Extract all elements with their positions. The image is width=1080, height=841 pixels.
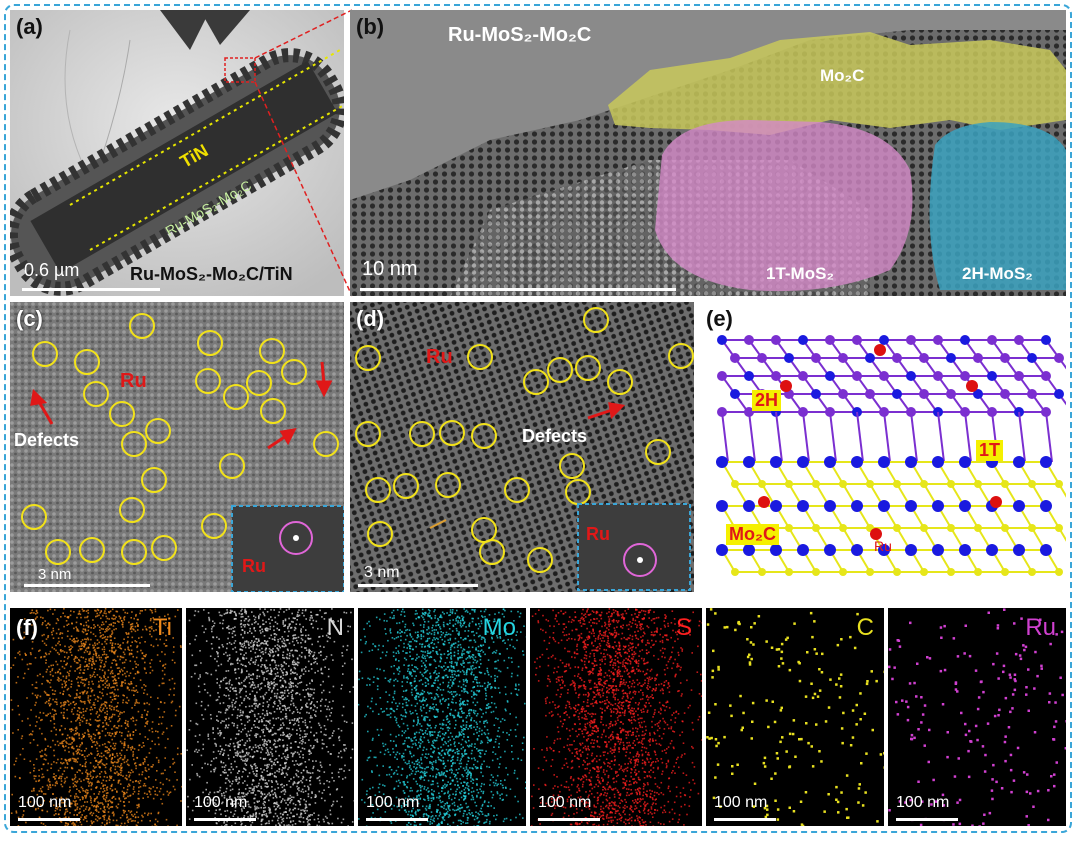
tag-ru: Ru (874, 538, 892, 554)
eds-scale-bar (194, 818, 256, 821)
eds-scale-bar (538, 818, 600, 821)
eds-scale-label: 100 nm (366, 794, 420, 811)
eds-scale-label: 100 nm (194, 794, 248, 811)
eds-map-image (186, 608, 354, 826)
orange-arrow (429, 519, 447, 529)
zoom-region-box (224, 57, 256, 83)
eds-element-label: Ti (152, 614, 172, 641)
eds-map-ru: Ru 100 nm (888, 608, 1066, 826)
panel-b-label: (b) (356, 14, 385, 39)
panel-b-scale-label: 10 nm (362, 258, 418, 280)
eds-scale-label: 100 nm (538, 794, 592, 811)
ru-atom-circles (21, 313, 339, 565)
panel-d-image (350, 302, 694, 592)
panel-a-tem: (a) TiN Ru-MoS₂-Mo₂C 0.6 µm Ru-MoS₂-Mo₂C… (10, 10, 344, 296)
panel-d-inset (577, 503, 691, 591)
panel-d-label: (d) (356, 306, 385, 331)
panel-c-defects-label: Defects (14, 430, 80, 450)
panel-a-scale-label: 0.6 µm (24, 260, 80, 280)
panel-e-label: (e) (706, 306, 733, 331)
eds-element-label: N (326, 614, 344, 641)
panel-c-scale-bar (24, 584, 150, 587)
panel-b-scale-bar (360, 288, 676, 291)
panel-e-lattice (716, 335, 1066, 576)
panel-d-scale-label: 3 nm (364, 564, 400, 581)
eds-map-mo: Mo 100 nm (358, 608, 526, 826)
eds-map-c: C 100 nm (706, 608, 884, 826)
panel-a-label: (a) (16, 14, 43, 39)
panel-f-label: (f) (16, 615, 38, 640)
eds-map-n: N 100 nm (186, 608, 354, 826)
panel-d-haadf: (d) Ru Defects Ru 3 nm (350, 302, 694, 592)
panel-c-ru-label: Ru (120, 370, 147, 392)
eds-map-image (706, 608, 884, 826)
eds-element-label: C (856, 614, 874, 641)
panel-c-haadf: (c) Ru Defects Ru 3 nm (10, 302, 344, 592)
panel-e-model: (e) 2H 1T Mo₂C Ru (700, 302, 1066, 592)
inset-ru-circle (279, 521, 313, 555)
eds-element-label: Ru (1025, 614, 1056, 641)
eds-scale-bar (366, 818, 428, 821)
eds-scale-bar (18, 818, 80, 821)
panel-b-hrtem: (b) Ru-MoS₂-Mo₂C Mo₂C 1T-MoS₂ 2H-MoS₂ 10… (350, 10, 1066, 296)
1t-mos2-region-label: 1T-MoS₂ (766, 264, 834, 283)
eds-element-label: S (675, 614, 692, 641)
tag-mo2c: Mo₂C (726, 524, 779, 545)
panel-d-defects-label: Defects (522, 426, 588, 446)
panel-b-title: Ru-MoS₂-Mo₂C (448, 24, 592, 46)
panel-d-inset-label: Ru (586, 524, 610, 544)
ru-atom-circles (355, 307, 694, 573)
eds-map-image (530, 608, 702, 826)
tin-boundary-upper (69, 49, 341, 206)
panel-c-image (10, 302, 344, 592)
eds-scale-label: 100 nm (18, 794, 72, 811)
eds-map-ti: Ti 100 nm (10, 608, 182, 826)
eds-map-image (888, 608, 1066, 826)
eds-element-label: Mo (482, 614, 516, 641)
panel-a-sample-label: Ru-MoS₂-Mo₂C/TiN (130, 264, 293, 284)
eds-map-image (358, 608, 526, 826)
defect-arrows (30, 361, 333, 450)
eds-scale-bar (714, 818, 776, 821)
2h-mos2-region-label: 2H-MoS₂ (962, 264, 1033, 283)
panel-d-scale-bar (358, 584, 478, 587)
panel-a-scale-bar (22, 288, 160, 291)
1t-mos2-region (655, 120, 913, 292)
inset-ru-circle (623, 543, 657, 577)
panel-c-inset-label: Ru (242, 556, 266, 576)
2h-mos2-region (929, 122, 1066, 290)
eds-scale-label: 100 nm (896, 794, 950, 811)
tag-1t: 1T (976, 440, 1004, 461)
panel-c-scale-label: 3 nm (38, 566, 72, 583)
tag-2h: 2H (752, 390, 782, 411)
mo2c-region (608, 32, 1066, 135)
figure-frame (4, 4, 1072, 833)
panel-b-image (350, 10, 1066, 296)
mo2c-region-label: Mo₂C (820, 66, 865, 85)
eds-map-s: S 100 nm (530, 608, 702, 826)
defect-arrows (587, 402, 626, 420)
panel-d-ru-label: Ru (426, 346, 453, 368)
eds-map-image (10, 608, 182, 826)
eds-scale-label: 100 nm (714, 794, 768, 811)
panel-c-inset (231, 505, 344, 592)
eds-scale-bar (896, 818, 958, 821)
panel-c-label: (c) (16, 306, 43, 331)
